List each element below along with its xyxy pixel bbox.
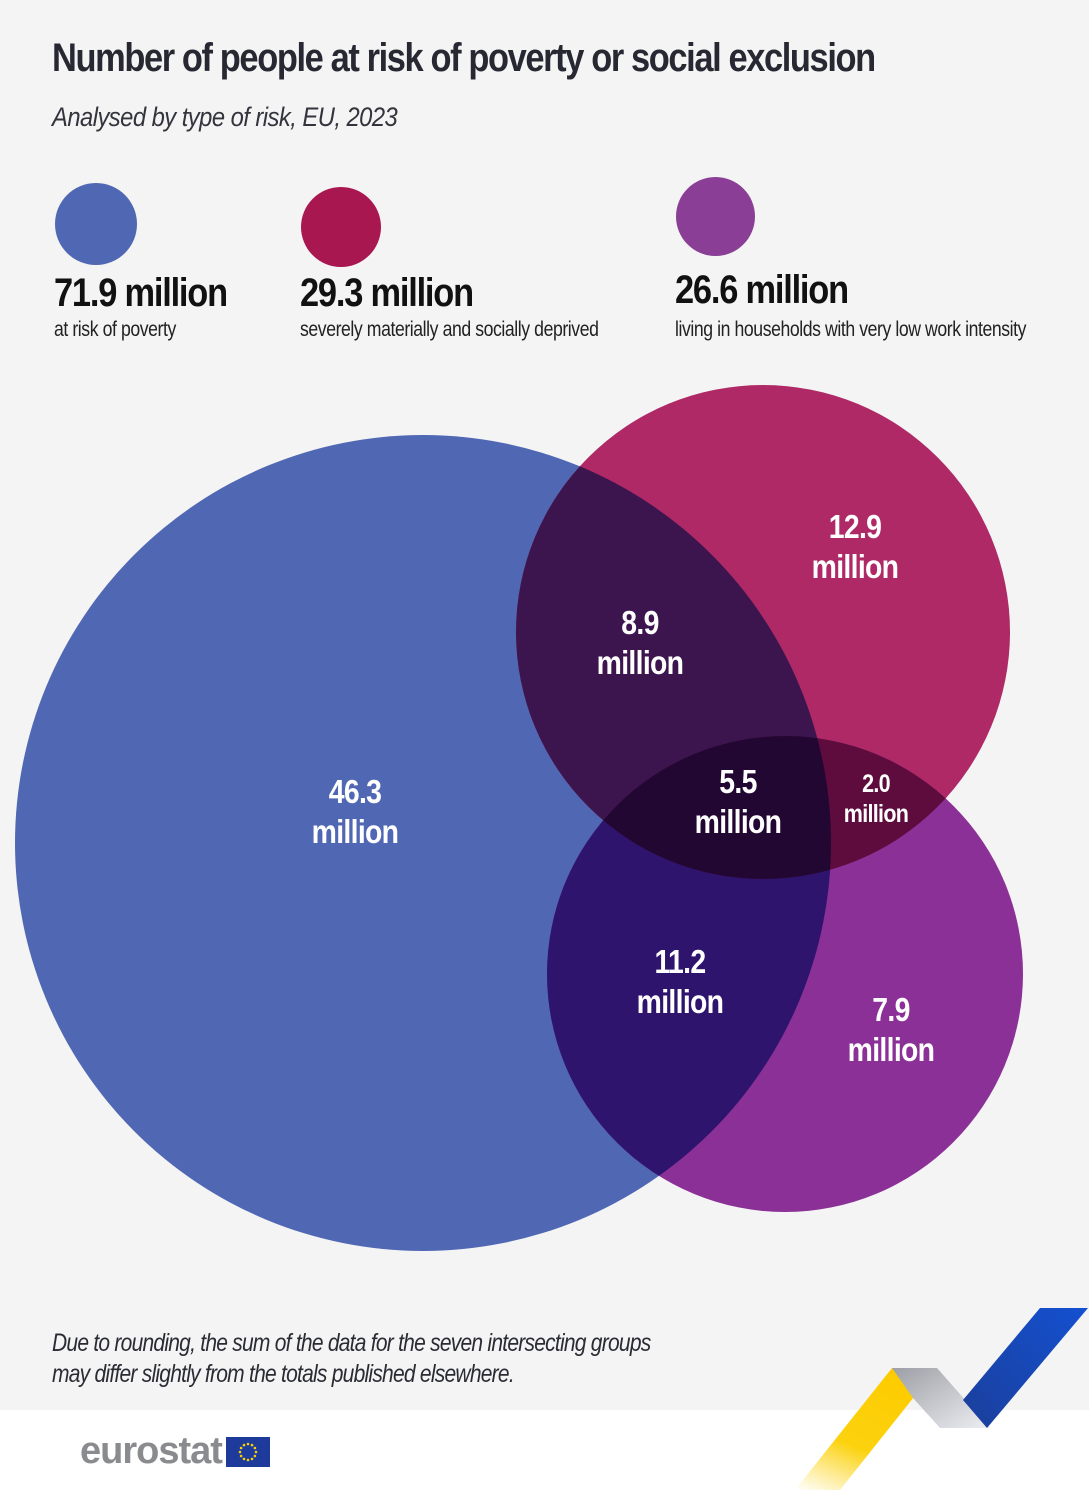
footnote: Due to rounding, the sum of the data for… <box>52 1328 651 1389</box>
segment-unit: million <box>847 1030 935 1068</box>
segment-unit: million <box>811 547 899 585</box>
legend-dot-poverty-icon <box>55 183 137 265</box>
segment-value: 8.9 <box>621 604 659 641</box>
venn-diagram <box>15 385 1023 1251</box>
segment-value: 5.5 <box>719 763 757 800</box>
segment-unit: million <box>694 802 782 840</box>
overlap-all-three <box>547 736 831 879</box>
segment-value: 2.0 <box>862 770 891 798</box>
chart-subtitle: Analysed by type of risk, EU, 2023 <box>52 102 398 132</box>
segment-value: 7.9 <box>872 991 910 1028</box>
segment-label-all-three: 5.5 million <box>695 762 782 841</box>
legend-label: severely materially and socially deprive… <box>300 318 599 341</box>
eu-flag-icon <box>225 1436 270 1467</box>
segment-label-poverty-deprived: 8.9 million <box>597 603 684 682</box>
segment-label-poverty-work: 11.2 million <box>637 942 724 1021</box>
segment-value: 46.3 <box>328 773 382 810</box>
legend-dot-work-icon <box>676 177 755 256</box>
segment-label-poverty-only: 46.3 million <box>312 772 399 851</box>
segment-value: 11.2 <box>654 943 707 980</box>
segment-unit: million <box>843 800 909 828</box>
legend-label: living in households with very low work … <box>675 318 1027 341</box>
legend-label: at risk of poverty <box>54 318 176 341</box>
segment-label-work-only: 7.9 million <box>848 990 935 1069</box>
logo-text: eurostat <box>80 1430 223 1472</box>
segment-unit: million <box>311 812 399 850</box>
footnote-line-1: Due to rounding, the sum of the data for… <box>52 1329 651 1357</box>
legend-value: 26.6 million <box>675 268 849 312</box>
chart-title: Number of people at risk of poverty or s… <box>52 36 876 80</box>
segment-label-deprived-work: 2.0 million <box>843 769 909 829</box>
segment-value: 12.9 <box>828 508 882 545</box>
legend-dot-deprived-icon <box>301 187 381 267</box>
overlap-poverty-deprived <box>516 435 831 879</box>
legend-value: 71.9 million <box>54 271 228 315</box>
segment-unit: million <box>636 982 724 1020</box>
footnote-line-2: may differ slightly from the totals publ… <box>52 1359 515 1388</box>
eurostat-logo: eurostat <box>80 1430 270 1473</box>
segment-label-deprived-only: 12.9 million <box>812 507 899 586</box>
segment-unit: million <box>596 643 684 681</box>
legend-value: 29.3 million <box>300 271 474 315</box>
